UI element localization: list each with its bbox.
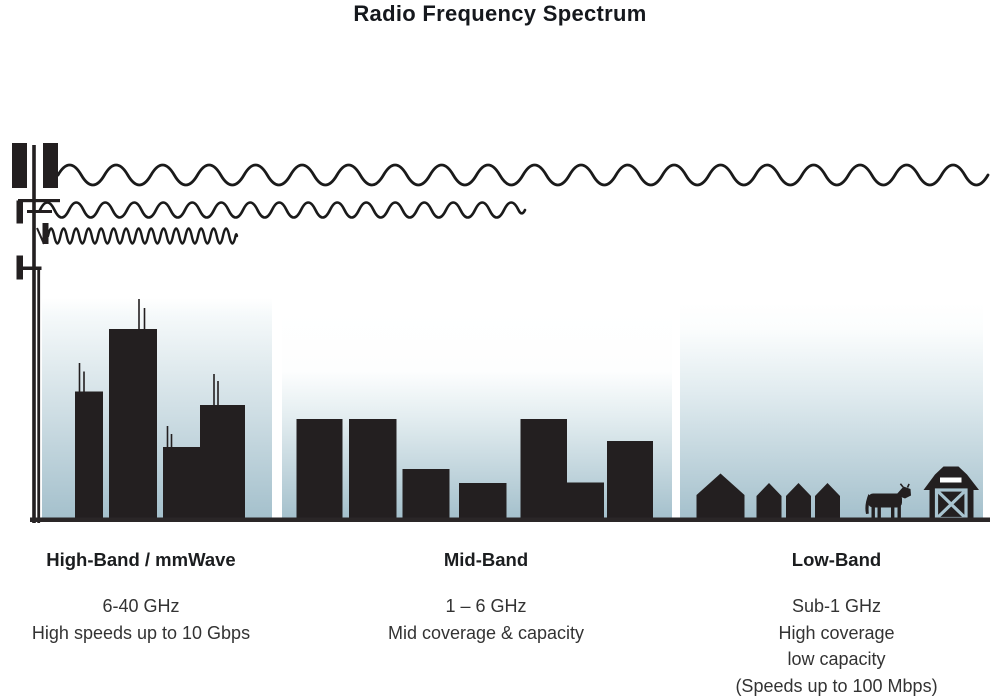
radio-wave-short — [46, 227, 239, 245]
tower-crossbar — [22, 266, 42, 270]
radio-wave-long — [56, 163, 990, 187]
band-caption-low: Low-Band Sub-1 GHz High coverage low cap… — [696, 549, 977, 699]
band-description: High speeds up to 10 Gbps — [31, 622, 251, 643]
rural-scene — [696, 466, 979, 521]
radio-wave-medium — [38, 201, 527, 219]
barn-icon — [923, 466, 979, 521]
city-skyline — [75, 299, 245, 520]
band-description: Mid coverage & capacity — [387, 622, 585, 643]
house-icon — [815, 483, 840, 519]
spectrum-illustration — [12, 143, 990, 523]
house-icon — [756, 483, 782, 519]
band-details: 1 – 6 GHz Mid coverage & capacity — [346, 593, 626, 646]
building — [109, 329, 157, 519]
band-caption-high: High-Band / mmWave 6-40 GHz High speeds … — [0, 549, 282, 646]
building — [459, 483, 507, 519]
band-frequency: Sub-1 GHz — [791, 596, 882, 616]
band-details: Sub-1 GHz High coverage low capacity (Sp… — [696, 593, 977, 699]
tower-mast-secondary — [37, 269, 41, 523]
tower-strut — [36, 227, 45, 245]
band-label: Mid-Band — [443, 549, 529, 570]
house-icon — [696, 473, 745, 519]
antenna-panel-left — [12, 143, 27, 188]
ground-line — [30, 517, 990, 522]
band-frequency: 1 – 6 GHz — [445, 596, 527, 616]
midrise-buildings — [296, 419, 653, 519]
band-frequency: 6-40 GHz — [102, 596, 180, 616]
band-description: High coverage — [778, 622, 895, 643]
tower-mast — [32, 145, 36, 523]
small-antenna — [16, 255, 23, 280]
barn-window — [940, 477, 962, 483]
building — [296, 419, 343, 519]
antenna-panel-right — [43, 143, 58, 188]
building — [607, 441, 653, 519]
house-icon — [786, 483, 811, 519]
building — [163, 447, 200, 519]
band-description: (Speeds up to 100 Mbps) — [735, 675, 938, 696]
cow-icon — [865, 483, 911, 520]
building — [402, 469, 450, 519]
page-title: Radio Frequency Spectrum — [353, 1, 647, 26]
building — [520, 419, 567, 519]
small-antenna — [16, 200, 23, 224]
band-details: 6-40 GHz High speeds up to 10 Gbps — [0, 593, 282, 646]
band-label: High-Band / mmWave — [46, 549, 236, 570]
band-description: low capacity — [787, 649, 886, 669]
barn-door-crossbuck — [937, 490, 966, 519]
cell-tower-icon — [12, 143, 60, 523]
tower-crossbar — [27, 210, 52, 213]
building — [200, 405, 245, 519]
building — [566, 482, 604, 519]
building — [349, 419, 397, 519]
tower-crossbar — [18, 199, 60, 203]
building — [75, 391, 103, 520]
rooftop-antennas — [78, 299, 219, 448]
band-label: Low-Band — [791, 549, 882, 570]
small-antenna — [42, 223, 49, 244]
band-caption-mid: Mid-Band 1 – 6 GHz Mid coverage & capaci… — [346, 549, 626, 646]
